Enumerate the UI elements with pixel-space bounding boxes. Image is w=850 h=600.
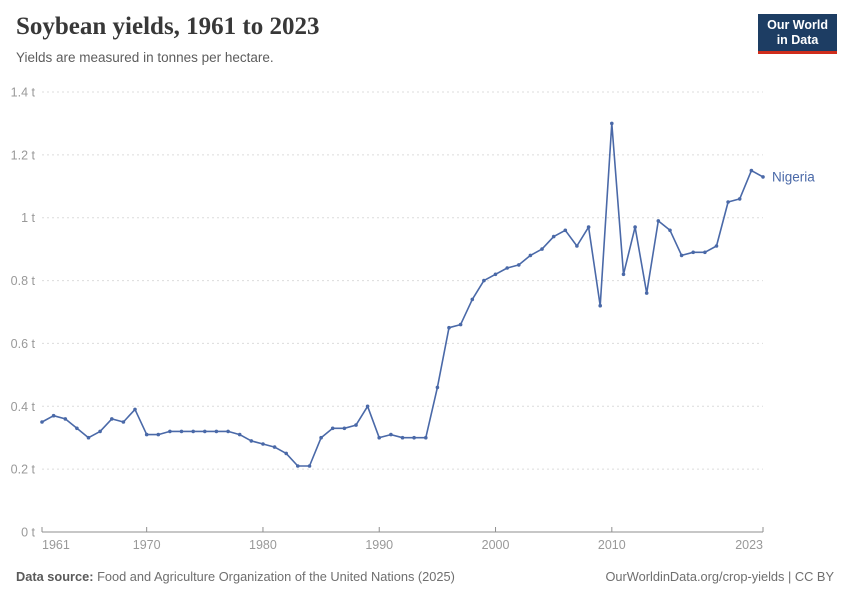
data-point-marker[interactable] (586, 225, 591, 229)
data-point-marker[interactable] (610, 121, 614, 126)
series-label-nigeria[interactable]: Nigeria (772, 169, 815, 184)
data-point-marker[interactable] (517, 263, 521, 267)
attribution-link[interactable]: OurWorldinData.org/crop-yields | CC BY (605, 569, 834, 584)
data-point-marker[interactable] (656, 219, 661, 223)
data-point-marker[interactable] (540, 247, 544, 251)
data-point-marker[interactable] (226, 429, 230, 434)
data-point-marker[interactable] (354, 423, 358, 427)
y-tick-label: 0.2 t (11, 463, 36, 477)
x-tick-label: 1990 (365, 538, 393, 552)
data-point-marker[interactable] (679, 253, 684, 258)
data-point-marker[interactable] (272, 445, 277, 449)
y-tick-label: 1.4 t (11, 86, 36, 100)
x-tick-label: 1961 (42, 538, 70, 552)
data-point-marker[interactable] (121, 420, 126, 424)
y-tick-label: 0.8 t (11, 274, 36, 288)
data-point-marker[interactable] (575, 244, 579, 248)
data-point-marker[interactable] (284, 451, 289, 456)
data-point-marker[interactable] (644, 291, 649, 295)
data-point-marker[interactable] (458, 322, 463, 327)
data-point-marker[interactable] (249, 439, 254, 443)
owid-logo[interactable]: Our World in Data (758, 14, 837, 54)
data-point-marker[interactable] (505, 266, 510, 270)
data-point-marker[interactable] (633, 225, 637, 229)
data-point-marker[interactable] (214, 429, 219, 434)
data-point-marker[interactable] (389, 432, 393, 437)
x-tick-label: 2010 (598, 538, 626, 552)
y-tick-label: 1.2 t (11, 148, 36, 162)
x-tick-label: 2000 (482, 538, 510, 552)
data-point-marker[interactable] (400, 435, 405, 440)
y-tick-label: 0 t (21, 526, 35, 540)
chart-subtitle: Yields are measured in tonnes per hectar… (16, 50, 274, 65)
data-point-marker[interactable] (447, 325, 451, 330)
data-point-marker[interactable] (98, 429, 102, 434)
data-point-marker[interactable] (563, 228, 568, 233)
data-point-marker[interactable] (261, 442, 265, 446)
data-point-marker[interactable] (51, 413, 56, 418)
x-tick-label: 1980 (249, 538, 277, 552)
data-point-marker[interactable] (156, 432, 161, 437)
data-point-marker[interactable] (493, 272, 498, 277)
data-point-marker[interactable] (668, 228, 672, 233)
data-point-marker[interactable] (365, 404, 370, 409)
data-point-marker[interactable] (726, 200, 730, 204)
data-point-marker[interactable] (377, 435, 382, 440)
y-tick-label: 0.4 t (11, 400, 36, 414)
data-point-marker[interactable] (470, 297, 475, 302)
data-point-marker[interactable] (330, 426, 335, 431)
data-point-marker[interactable] (551, 234, 556, 239)
data-source-note: Data source: Food and Agriculture Organi… (16, 569, 455, 584)
data-point-marker[interactable] (482, 278, 486, 283)
data-point-marker[interactable] (528, 253, 533, 258)
data-point-marker[interactable] (144, 432, 149, 437)
data-point-marker[interactable] (179, 429, 184, 434)
data-point-marker[interactable] (737, 197, 742, 201)
data-point-marker[interactable] (168, 429, 172, 434)
data-point-marker[interactable] (191, 429, 195, 434)
y-tick-label: 0.6 t (11, 337, 36, 351)
owid-logo-line1: Our World (767, 18, 828, 32)
data-point-marker[interactable] (40, 420, 44, 424)
page-title: Soybean yields, 1961 to 2023 (16, 13, 320, 40)
data-point-marker[interactable] (749, 168, 754, 173)
data-point-marker[interactable] (319, 435, 323, 440)
data-point-marker[interactable] (424, 435, 428, 440)
data-source-text: Food and Agriculture Organization of the… (93, 569, 455, 584)
data-point-marker[interactable] (296, 464, 300, 468)
data-point-marker[interactable] (761, 175, 765, 179)
data-point-marker[interactable] (307, 464, 312, 468)
data-point-marker[interactable] (691, 250, 695, 255)
data-source-label: Data source: (16, 569, 94, 584)
data-point-marker[interactable] (237, 432, 242, 437)
data-point-marker[interactable] (598, 303, 602, 308)
owid-logo-line2: in Data (776, 33, 819, 47)
data-point-marker[interactable] (703, 250, 707, 255)
data-point-marker[interactable] (110, 417, 114, 421)
data-point-marker[interactable] (412, 435, 416, 440)
data-point-marker[interactable] (133, 407, 137, 412)
data-point-marker[interactable] (621, 272, 626, 277)
x-tick-label: 1970 (133, 538, 161, 552)
data-point-marker[interactable] (435, 385, 440, 390)
data-point-marker[interactable] (714, 244, 719, 248)
x-tick-label: 2023 (735, 538, 763, 552)
series-line-nigeria[interactable] (41, 122, 764, 467)
data-point-marker[interactable] (342, 426, 347, 431)
chart-footer: Data source: Food and Agriculture Organi… (16, 569, 834, 584)
data-point-marker[interactable] (203, 429, 207, 434)
data-point-marker[interactable] (63, 417, 68, 421)
data-point-marker[interactable] (86, 435, 91, 440)
data-point-marker[interactable] (75, 426, 79, 431)
y-tick-label: 1 t (21, 211, 35, 225)
